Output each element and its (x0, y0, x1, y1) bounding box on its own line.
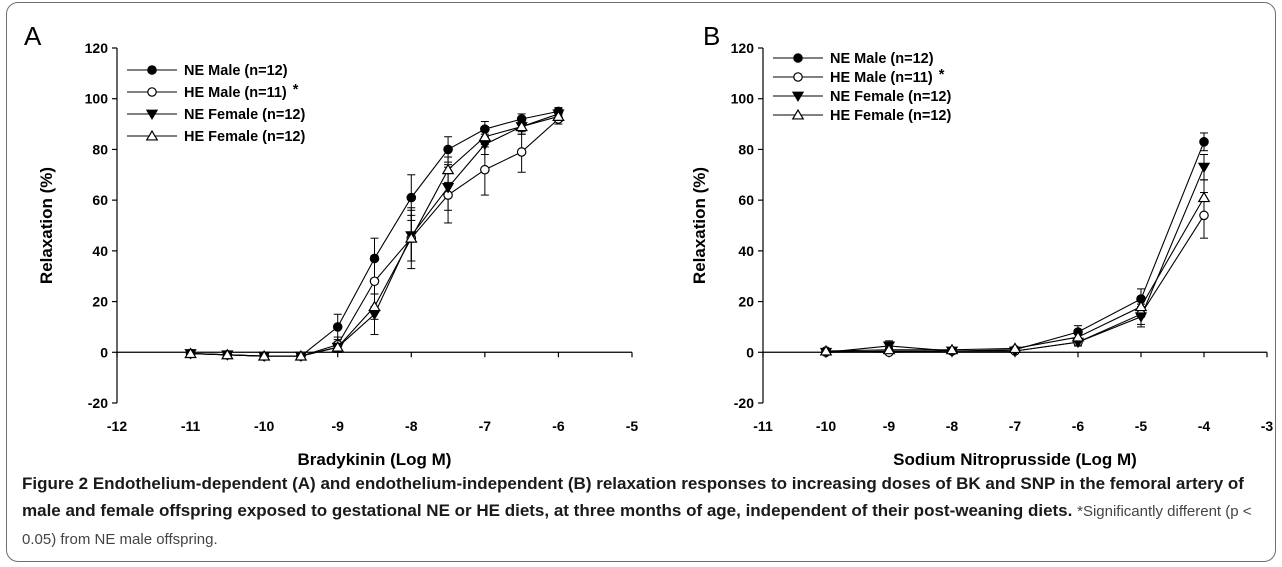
legend-marker (145, 109, 159, 120)
x-axis-title: Bradykinin (Log M) (298, 450, 452, 469)
x-tick-label: -12 (107, 418, 127, 434)
y-tick-label: 0 (746, 344, 754, 360)
y-tick-label: 120 (731, 40, 755, 56)
legend-label: HE Female (n=12) (830, 108, 951, 124)
data-point (331, 341, 345, 352)
legend-label: HE Male (n=11) * (830, 67, 945, 86)
data-point (1071, 330, 1085, 342)
data-point (443, 144, 453, 155)
x-tick-label: -4 (1198, 418, 1211, 434)
legend-label: HE Male (n=11) * (184, 82, 299, 101)
data-point (478, 130, 492, 142)
x-tick-label: -3 (1261, 418, 1274, 434)
data-point (1199, 137, 1209, 147)
x-tick-label: -7 (1009, 418, 1022, 434)
y-tick-label: 60 (738, 192, 754, 208)
x-tick-label: -9 (331, 418, 344, 434)
series-line (825, 197, 1205, 352)
data-point (369, 253, 380, 264)
data-point (369, 276, 380, 287)
x-tick-label: -5 (626, 418, 639, 434)
data-point (441, 163, 455, 175)
legend-marker (793, 53, 803, 63)
panel-letter: A (24, 21, 42, 51)
x-tick-label: -6 (1072, 418, 1085, 434)
legend-label: NE Female (n=12) (184, 107, 305, 123)
y-tick-label: 120 (85, 40, 109, 56)
caption-note: *Significantly different (p < 0.05) from… (22, 503, 1252, 548)
x-tick-label: -10 (816, 418, 836, 434)
data-point (882, 343, 896, 355)
data-point (1197, 162, 1211, 174)
y-tick-label: 40 (738, 243, 754, 259)
data-point (332, 322, 343, 332)
data-point (1134, 300, 1148, 312)
data-point (406, 192, 417, 203)
data-point (480, 164, 490, 175)
figure-frame (6, 2, 1276, 562)
panel-b-chart: B -20 0 20 40 60 80 100 120 -11 -10 -9 -8 -7 -6 -5 -4 -3 S… (690, 21, 1273, 469)
legend-marker (147, 65, 157, 75)
data-point (945, 343, 959, 355)
data-point (1199, 210, 1209, 221)
x-tick-label: -9 (883, 418, 896, 434)
significance-mark: * (939, 67, 945, 83)
data-point (221, 348, 234, 360)
data-point (294, 349, 308, 361)
y-tick-label: 40 (92, 243, 108, 259)
legend-marker (793, 72, 803, 82)
figure-caption: Figure 2 Endothelium-dependent (A) and e… (22, 470, 1262, 553)
data-point (552, 110, 565, 122)
panel-letter: B (703, 21, 720, 51)
data-point (1008, 342, 1022, 354)
legend-marker (147, 87, 157, 97)
y-axis-title: Relaxation (%) (37, 167, 56, 284)
y-tick-label: -20 (88, 395, 108, 411)
y-axis-title: Relaxation (%) (690, 167, 709, 284)
y-tick-label: 20 (738, 294, 754, 310)
legend-marker (791, 91, 805, 102)
legend-label: NE Female (n=12) (830, 89, 951, 105)
y-tick-label: 20 (92, 294, 108, 310)
y-tick-label: 80 (92, 141, 108, 157)
y-tick-label: 100 (731, 91, 755, 107)
y-tick-label: 60 (92, 192, 108, 208)
x-tick-label: -6 (552, 418, 565, 434)
data-point (404, 232, 418, 243)
y-tick-label: -20 (734, 395, 754, 411)
x-tick-label: -8 (946, 418, 959, 434)
data-point (1197, 191, 1211, 203)
x-tick-label: -11 (753, 418, 773, 434)
data-point (257, 349, 271, 361)
series-line (825, 141, 1205, 353)
x-axis-title: Sodium Nitroprusside (Log M) (893, 450, 1137, 469)
y-tick-label: 0 (100, 344, 108, 360)
x-tick-label: -5 (1135, 418, 1148, 434)
x-tick-label: -7 (479, 418, 492, 434)
x-tick-label: -10 (254, 418, 274, 434)
data-point (819, 344, 833, 356)
data-point (1134, 312, 1148, 323)
legend-marker (145, 129, 159, 141)
x-tick-label: -8 (405, 418, 418, 434)
data-point (368, 300, 381, 312)
data-point (516, 147, 527, 157)
y-tick-label: 80 (738, 141, 754, 157)
panel-a-chart: A -20 0 20 40 60 80 100 120 -12 -11 -10 -9 -8 -7 -6 -5 Br… (24, 21, 638, 469)
x-tick-label: -11 (181, 418, 201, 434)
legend-marker (791, 108, 805, 120)
data-point (184, 347, 197, 359)
data-point (515, 120, 528, 132)
legend-label: NE Male (n=12) (830, 51, 934, 67)
data-point (441, 183, 455, 194)
y-tick-label: 100 (85, 91, 109, 107)
significance-mark: * (293, 82, 299, 98)
legend-label: NE Male (n=12) (184, 63, 288, 79)
legend-label: HE Female (n=12) (184, 129, 305, 145)
caption-lead: Figure 2 Endothelium-dependent (A) and e… (22, 474, 1244, 520)
series-line (825, 166, 1205, 353)
